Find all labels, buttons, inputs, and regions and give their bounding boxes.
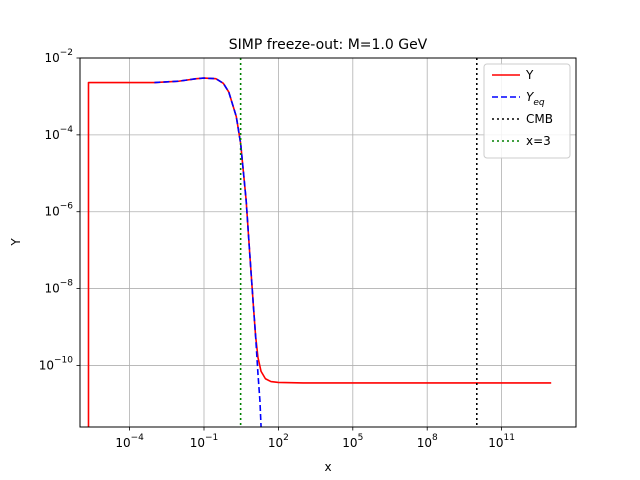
y-tick-label: 10−8 — [44, 279, 73, 296]
series-layer — [87, 58, 552, 428]
chart-title: SIMP freeze-out: M=1.0 GeV — [229, 37, 428, 53]
x-tick-label: 10−1 — [190, 433, 219, 450]
legend-box — [483, 63, 571, 159]
y-tick-label: 10−6 — [44, 202, 73, 219]
x-tick-label: 1011 — [488, 433, 515, 450]
axis-ticks: 10−4 10−1 102 105 108 1011 10−10 10−8 10−6 10−4 10… — [39, 48, 515, 450]
x-tick-label: 108 — [417, 433, 438, 450]
x-axis-label: x — [324, 460, 331, 474]
legend-label: Y — [525, 68, 534, 82]
y-tick-label: 10−4 — [44, 125, 73, 142]
legend: Y Yeq CMB x=3 — [483, 63, 571, 159]
x-tick-label: 105 — [342, 433, 363, 450]
legend-label: Yeq — [526, 90, 545, 108]
y-tick-label: 10−2 — [44, 48, 73, 65]
y-tick-label: 10−10 — [39, 355, 74, 372]
legend-label: CMB — [526, 112, 553, 126]
series-y-eq-line — [154, 77, 262, 428]
legend-label: x=3 — [526, 134, 551, 148]
series-y-line — [87, 77, 552, 427]
x-tick-label: 102 — [268, 433, 289, 450]
x-tick-label: 10−4 — [115, 433, 144, 450]
y-axis-label: Y — [9, 238, 23, 247]
plot-frame — [79, 57, 577, 428]
